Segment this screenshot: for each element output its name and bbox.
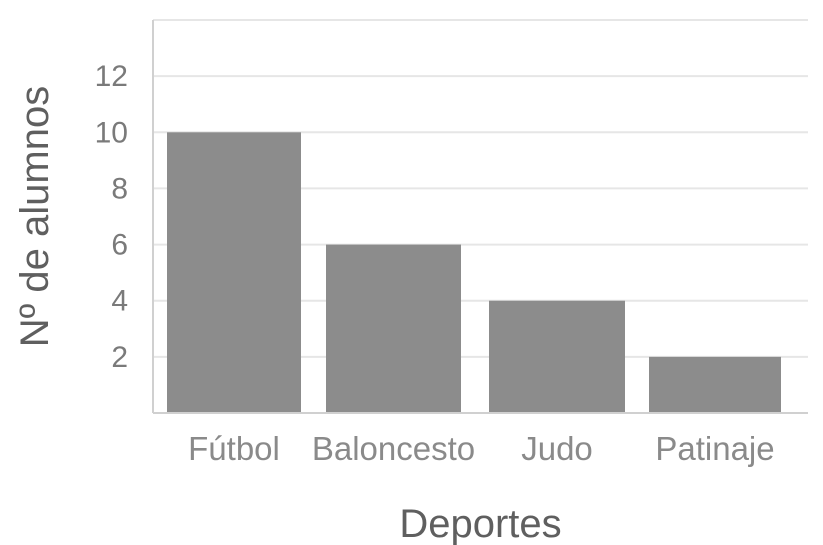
x-tick-label: Fútbol (188, 430, 280, 467)
y-tick-labels: 2 4 6 8 10 12 (95, 60, 128, 374)
y-tick-label: 12 (95, 60, 128, 93)
y-axis-title: Nº de alumnos (13, 86, 57, 347)
y-tick-label: 2 (111, 341, 128, 374)
x-tick-label: Patinaje (655, 430, 774, 467)
x-tick-label: Baloncesto (312, 430, 475, 467)
bar (326, 244, 461, 413)
bars (167, 132, 781, 414)
bar (489, 300, 625, 413)
x-tick-labels: Fútbol Baloncesto Judo Patinaje (188, 430, 774, 467)
y-tick-label: 10 (95, 116, 128, 149)
bar (167, 132, 301, 414)
x-tick-label: Judo (521, 430, 593, 467)
x-axis-title: Deportes (399, 502, 561, 545)
y-tick-label: 6 (111, 229, 128, 262)
bar (649, 356, 781, 413)
y-tick-label: 4 (111, 285, 128, 318)
y-tick-label: 8 (111, 172, 128, 205)
